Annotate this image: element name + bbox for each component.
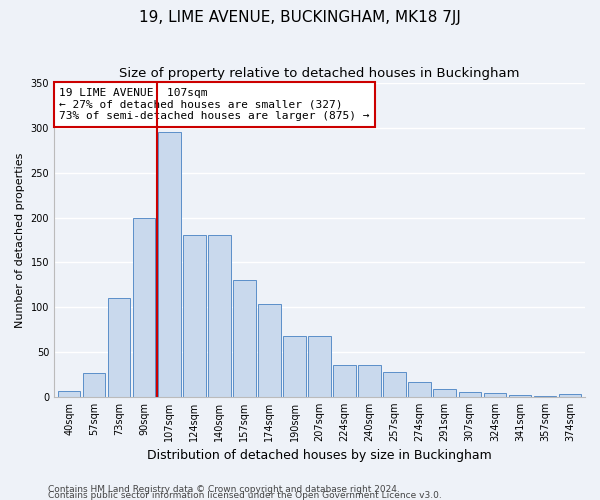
Text: Contains HM Land Registry data © Crown copyright and database right 2024.: Contains HM Land Registry data © Crown c… xyxy=(48,484,400,494)
Bar xyxy=(458,392,481,397)
Bar xyxy=(308,336,331,397)
Bar xyxy=(133,218,155,397)
X-axis label: Distribution of detached houses by size in Buckingham: Distribution of detached houses by size … xyxy=(147,450,492,462)
Bar xyxy=(233,280,256,397)
Text: 19 LIME AVENUE: 107sqm
← 27% of detached houses are smaller (327)
73% of semi-de: 19 LIME AVENUE: 107sqm ← 27% of detached… xyxy=(59,88,370,121)
Bar xyxy=(208,236,230,397)
Bar xyxy=(358,366,381,397)
Bar xyxy=(509,395,531,397)
Bar xyxy=(409,382,431,397)
Bar xyxy=(533,396,556,397)
Text: Contains public sector information licensed under the Open Government Licence v3: Contains public sector information licen… xyxy=(48,491,442,500)
Bar xyxy=(484,393,506,397)
Bar xyxy=(58,392,80,397)
Title: Size of property relative to detached houses in Buckingham: Size of property relative to detached ho… xyxy=(119,68,520,80)
Bar xyxy=(559,394,581,397)
Text: 19, LIME AVENUE, BUCKINGHAM, MK18 7JJ: 19, LIME AVENUE, BUCKINGHAM, MK18 7JJ xyxy=(139,10,461,25)
Bar xyxy=(158,132,181,397)
Bar xyxy=(333,366,356,397)
Bar xyxy=(383,372,406,397)
Bar xyxy=(108,298,130,397)
Bar xyxy=(83,372,106,397)
Bar xyxy=(183,236,206,397)
Bar xyxy=(258,304,281,397)
Y-axis label: Number of detached properties: Number of detached properties xyxy=(15,152,25,328)
Bar xyxy=(433,388,456,397)
Bar xyxy=(283,336,306,397)
